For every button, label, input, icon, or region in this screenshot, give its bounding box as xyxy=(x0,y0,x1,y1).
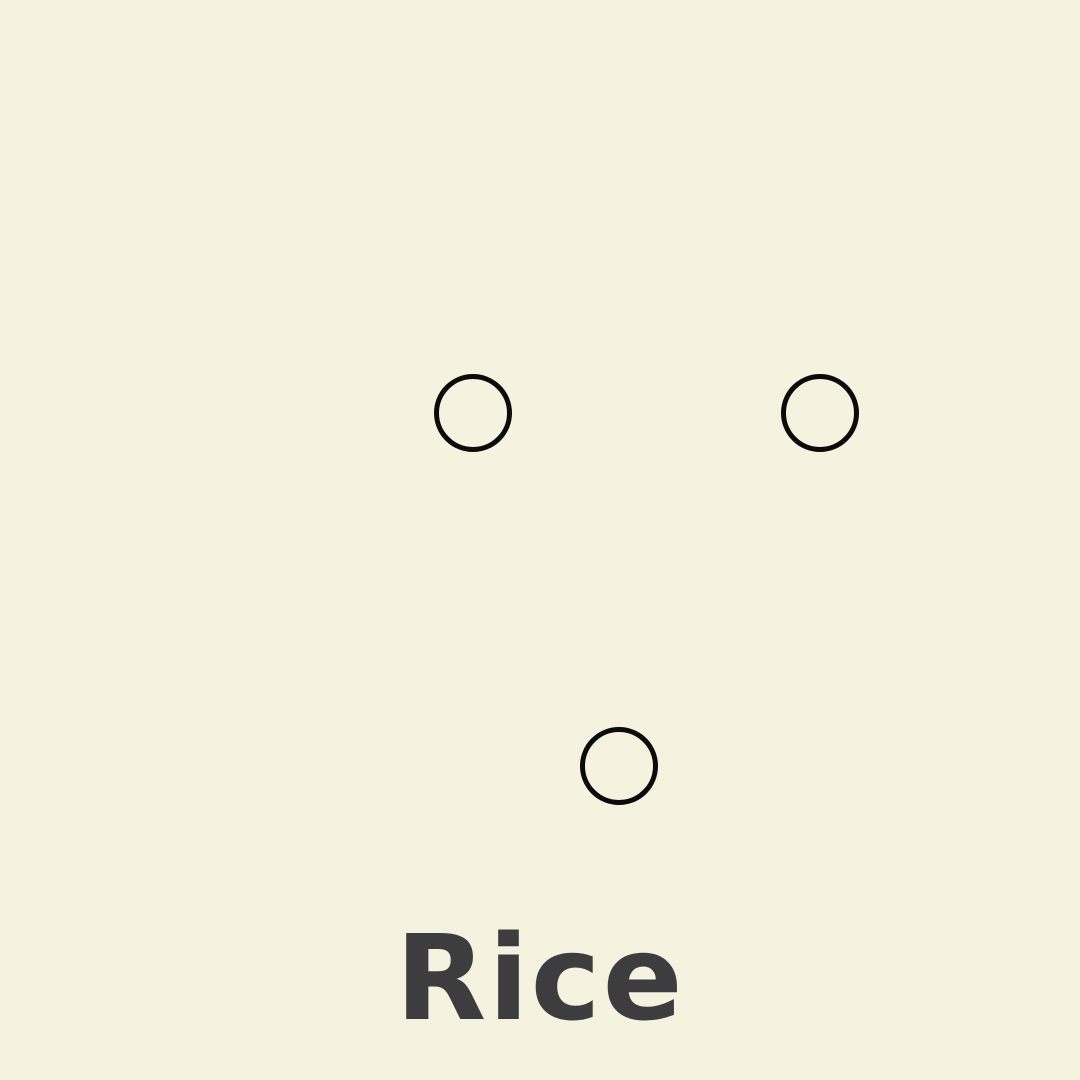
circle-outline-icon xyxy=(580,727,658,805)
circle-outline-icon xyxy=(434,374,512,452)
word-label: Rice xyxy=(0,908,1080,1048)
circle-outline-icon xyxy=(781,374,859,452)
